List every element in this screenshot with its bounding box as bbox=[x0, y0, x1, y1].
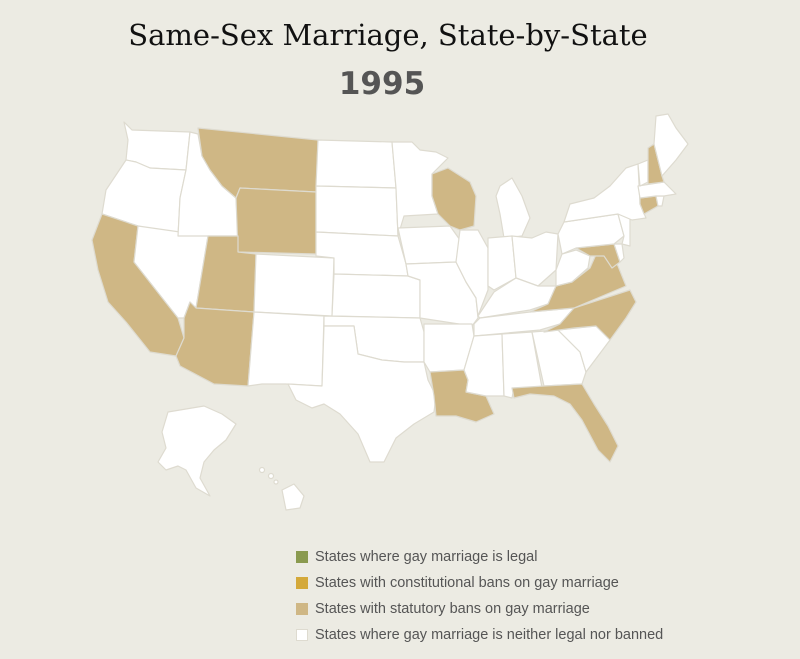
state-mi[interactable] bbox=[495, 177, 531, 239]
legend-item-legal: States where gay marriage is legal bbox=[296, 544, 663, 570]
us-state-map bbox=[91, 113, 689, 511]
map-legend: States where gay marriage is legal State… bbox=[296, 544, 663, 648]
state-wy[interactable] bbox=[235, 187, 317, 255]
state-ia[interactable] bbox=[397, 225, 461, 265]
legend-swatch-constitutional-ban bbox=[296, 577, 308, 589]
legend-item-neither: States where gay marriage is neither leg… bbox=[296, 622, 663, 648]
state-az[interactable] bbox=[175, 301, 255, 387]
hawaii-islet bbox=[267, 472, 275, 480]
state-hi[interactable] bbox=[281, 483, 305, 511]
state-ak[interactable] bbox=[157, 405, 237, 497]
legend-item-statutory-ban: States with statutory bans on gay marria… bbox=[296, 596, 663, 622]
legend-swatch-legal bbox=[296, 551, 308, 563]
state-ny[interactable] bbox=[563, 163, 647, 223]
state-sd[interactable] bbox=[315, 185, 399, 237]
map-year: 1995 bbox=[338, 66, 426, 102]
legend-swatch-statutory-ban bbox=[296, 603, 308, 615]
legend-label: States where gay marriage is neither leg… bbox=[315, 627, 664, 643]
state-vt[interactable] bbox=[637, 159, 649, 187]
state-nm[interactable] bbox=[247, 311, 325, 387]
hawaii-islet bbox=[258, 466, 266, 474]
state-in[interactable] bbox=[487, 235, 517, 291]
state-ri[interactable] bbox=[655, 195, 665, 207]
state-ct[interactable] bbox=[639, 195, 659, 215]
legend-label: States where gay marriage is legal bbox=[315, 549, 538, 565]
state-shapes bbox=[91, 113, 689, 511]
state-tx[interactable] bbox=[287, 325, 437, 463]
state-co[interactable] bbox=[253, 253, 335, 317]
map-title: Same-Sex Marriage, State-by-State bbox=[128, 18, 648, 52]
state-ks[interactable] bbox=[331, 273, 421, 319]
legend-swatch-neither bbox=[296, 629, 308, 641]
state-fl[interactable] bbox=[511, 383, 619, 463]
hawaii-islet bbox=[273, 479, 279, 485]
state-nc[interactable] bbox=[543, 289, 637, 341]
legend-item-constitutional-ban: States with constitutional bans on gay m… bbox=[296, 570, 663, 596]
state-me[interactable] bbox=[653, 113, 689, 177]
state-wi[interactable] bbox=[431, 167, 477, 231]
state-oh[interactable] bbox=[511, 231, 559, 287]
legend-label: States with constitutional bans on gay m… bbox=[315, 575, 619, 591]
legend-label: States with statutory bans on gay marria… bbox=[315, 601, 590, 617]
state-de[interactable] bbox=[613, 243, 625, 263]
hawaii-islets bbox=[258, 466, 279, 485]
state-nd[interactable] bbox=[315, 139, 397, 189]
